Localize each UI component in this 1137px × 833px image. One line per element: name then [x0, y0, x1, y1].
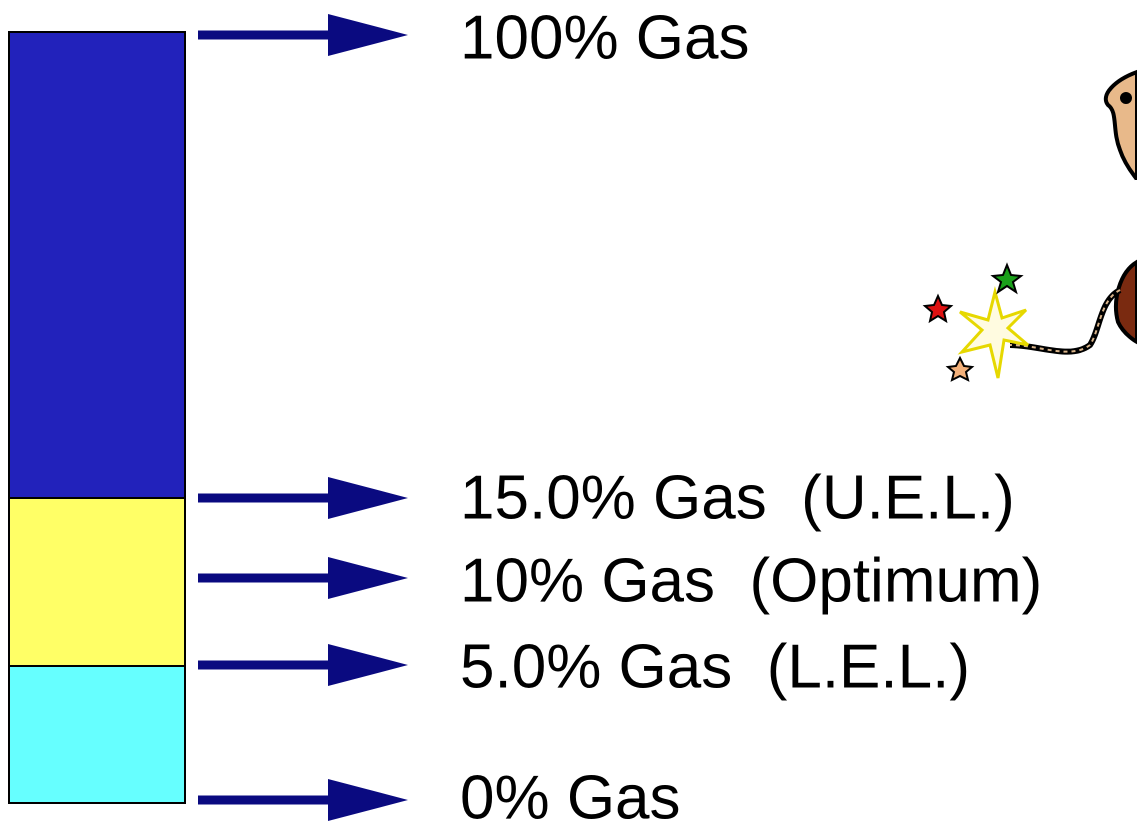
face — [1104, 69, 1137, 181]
fuse-rope — [1009, 289, 1121, 353]
rich-zone — [8, 31, 186, 499]
star — [922, 293, 954, 324]
star — [945, 355, 975, 382]
star — [990, 262, 1024, 295]
level-label: 10% Gas (Optimum) — [460, 546, 1042, 615]
level-label: 5.0% Gas (L.E.L.) — [460, 632, 970, 701]
bomb-clipart — [922, 69, 1137, 382]
arrow-head — [328, 557, 408, 599]
arrow-head — [328, 779, 408, 821]
arrow-head — [328, 14, 408, 56]
lean-zone — [8, 665, 186, 804]
level-label: 100% Gas — [460, 3, 750, 72]
arrow-head — [328, 644, 408, 686]
explosive-zone — [8, 497, 186, 667]
bomb-body — [1114, 259, 1137, 345]
arrow-head — [328, 477, 408, 519]
level-label: 0% Gas — [460, 763, 681, 832]
spark — [957, 286, 1029, 379]
arrows — [198, 14, 408, 821]
level-label: 15.0% Gas (U.E.L.) — [460, 463, 1015, 532]
eye — [1120, 92, 1132, 104]
